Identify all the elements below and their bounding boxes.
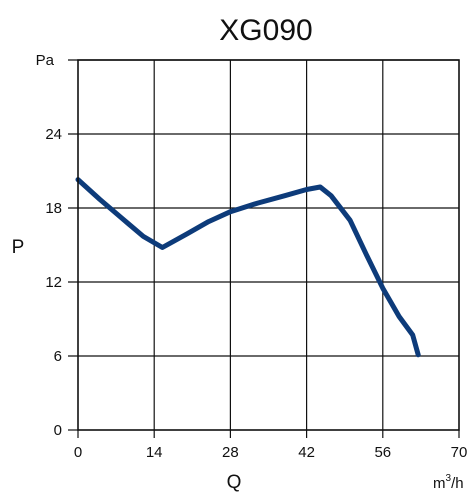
- performance-curve: [75, 177, 421, 358]
- grid: [68, 59, 460, 438]
- x-tick-label-14: 14: [146, 444, 163, 461]
- x-axis-label: Q: [227, 472, 242, 493]
- plot-frame: [77, 59, 460, 431]
- x-tick-label-56: 56: [374, 444, 391, 461]
- y-tick-label-0: 0: [54, 422, 62, 439]
- y-tick-label-12: 12: [45, 274, 62, 291]
- x-unit-sup: 3: [446, 473, 452, 484]
- x-unit-base: m: [433, 475, 446, 492]
- y-unit-label: Pa: [36, 52, 55, 69]
- x-unit-rest: /h: [451, 475, 464, 492]
- chart-title: XG090: [219, 14, 312, 47]
- x-tick-label-70: 70: [451, 444, 468, 461]
- y-tick-label-6: 6: [54, 348, 62, 365]
- x-tick-labels: 0 14 28 42 56 70: [74, 444, 468, 461]
- y-tick-label-24: 24: [45, 126, 62, 143]
- x-tick-label-28: 28: [222, 444, 239, 461]
- y-tick-labels: 0 6 12 18 24: [45, 126, 62, 439]
- y-axis-label: P: [12, 237, 25, 258]
- x-tick-label-0: 0: [74, 444, 82, 461]
- x-tick-label-42: 42: [298, 444, 315, 461]
- x-unit-label: m3/h: [433, 473, 464, 492]
- y-tick-label-18: 18: [45, 200, 62, 217]
